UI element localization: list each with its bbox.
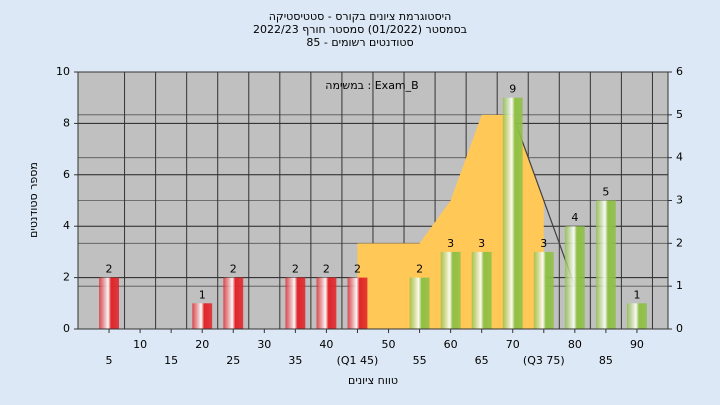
bar: [595, 200, 616, 329]
data-label: 1: [199, 288, 206, 301]
y2-tick-label: 6: [676, 65, 683, 78]
annotation: במשימה : Exam_B: [325, 79, 418, 92]
x-tick-label: (Q1 45): [337, 354, 379, 367]
x-tick-label: 40: [319, 338, 333, 351]
x-tick-label: 65: [475, 354, 489, 367]
x-tick-label: 80: [568, 338, 582, 351]
y-tick-label: 8: [63, 116, 70, 129]
bar: [223, 277, 244, 329]
data-label: 3: [540, 237, 547, 250]
x-tick-label: 20: [195, 338, 209, 351]
x-tick-label: 15: [164, 354, 178, 367]
x-tick-label: 50: [382, 338, 396, 351]
bar: [192, 303, 213, 329]
bar: [409, 277, 430, 329]
data-label: 1: [633, 288, 640, 301]
y-tick-label: 4: [63, 219, 70, 232]
x-tick-label: 55: [413, 354, 427, 367]
x-tick-label: (Q3 75): [523, 354, 565, 367]
x-axis-label: טווח ציונים: [348, 374, 398, 387]
data-label: 4: [571, 211, 578, 224]
title-line: היסטוגרמת ציונים בקורס - סטטיסטיקה: [269, 10, 452, 23]
bar: [471, 251, 492, 329]
data-label: 2: [354, 263, 361, 276]
data-label: 2: [292, 263, 299, 276]
title-line: בסמסטר (01/2022) סמסטר חורף 2022/23: [253, 23, 467, 36]
y2-tick-label: 2: [676, 236, 683, 249]
bar: [440, 251, 461, 329]
x-tick-label: 5: [106, 354, 113, 367]
x-tick-label: 90: [630, 338, 644, 351]
bar: [316, 277, 337, 329]
bar: [627, 303, 647, 329]
y2-tick-label: 3: [676, 194, 683, 207]
data-label: 9: [509, 83, 516, 96]
data-label: 2: [416, 263, 423, 276]
x-tick-label: 25: [226, 354, 240, 367]
data-label: 2: [323, 263, 330, 276]
bar: [99, 277, 119, 329]
bar: [502, 97, 523, 329]
area: [357, 114, 544, 329]
data-label: 3: [478, 237, 485, 250]
x-tick-label: 10: [133, 338, 147, 351]
y2-tick-label: 1: [676, 279, 683, 292]
x-tick-label: 70: [506, 338, 520, 351]
y-axis-label: מספר סטודנטים: [27, 162, 40, 238]
bar: [285, 277, 306, 329]
title-line: סטודנטים רשומים - 85: [306, 36, 413, 49]
data-label: 5: [602, 186, 609, 199]
y-tick-label: 2: [63, 271, 70, 284]
line: [512, 114, 576, 287]
data-label: 2: [106, 263, 113, 276]
bar: [533, 251, 554, 329]
data-label: 2: [230, 263, 237, 276]
y-tick-label: 6: [63, 168, 70, 181]
x-tick-label: 60: [444, 338, 458, 351]
bar: [564, 226, 585, 329]
x-tick-label: 85: [599, 354, 613, 367]
y2-tick-label: 4: [676, 151, 683, 164]
y2-tick-label: 0: [676, 322, 683, 335]
y2-tick-label: 5: [676, 108, 683, 121]
x-tick-label: 35: [288, 354, 302, 367]
x-tick-label: 30: [257, 338, 271, 351]
y-tick-label: 0: [63, 322, 70, 335]
y-tick-label: 10: [56, 65, 70, 78]
bar: [347, 277, 368, 329]
data-label: 3: [447, 237, 454, 250]
